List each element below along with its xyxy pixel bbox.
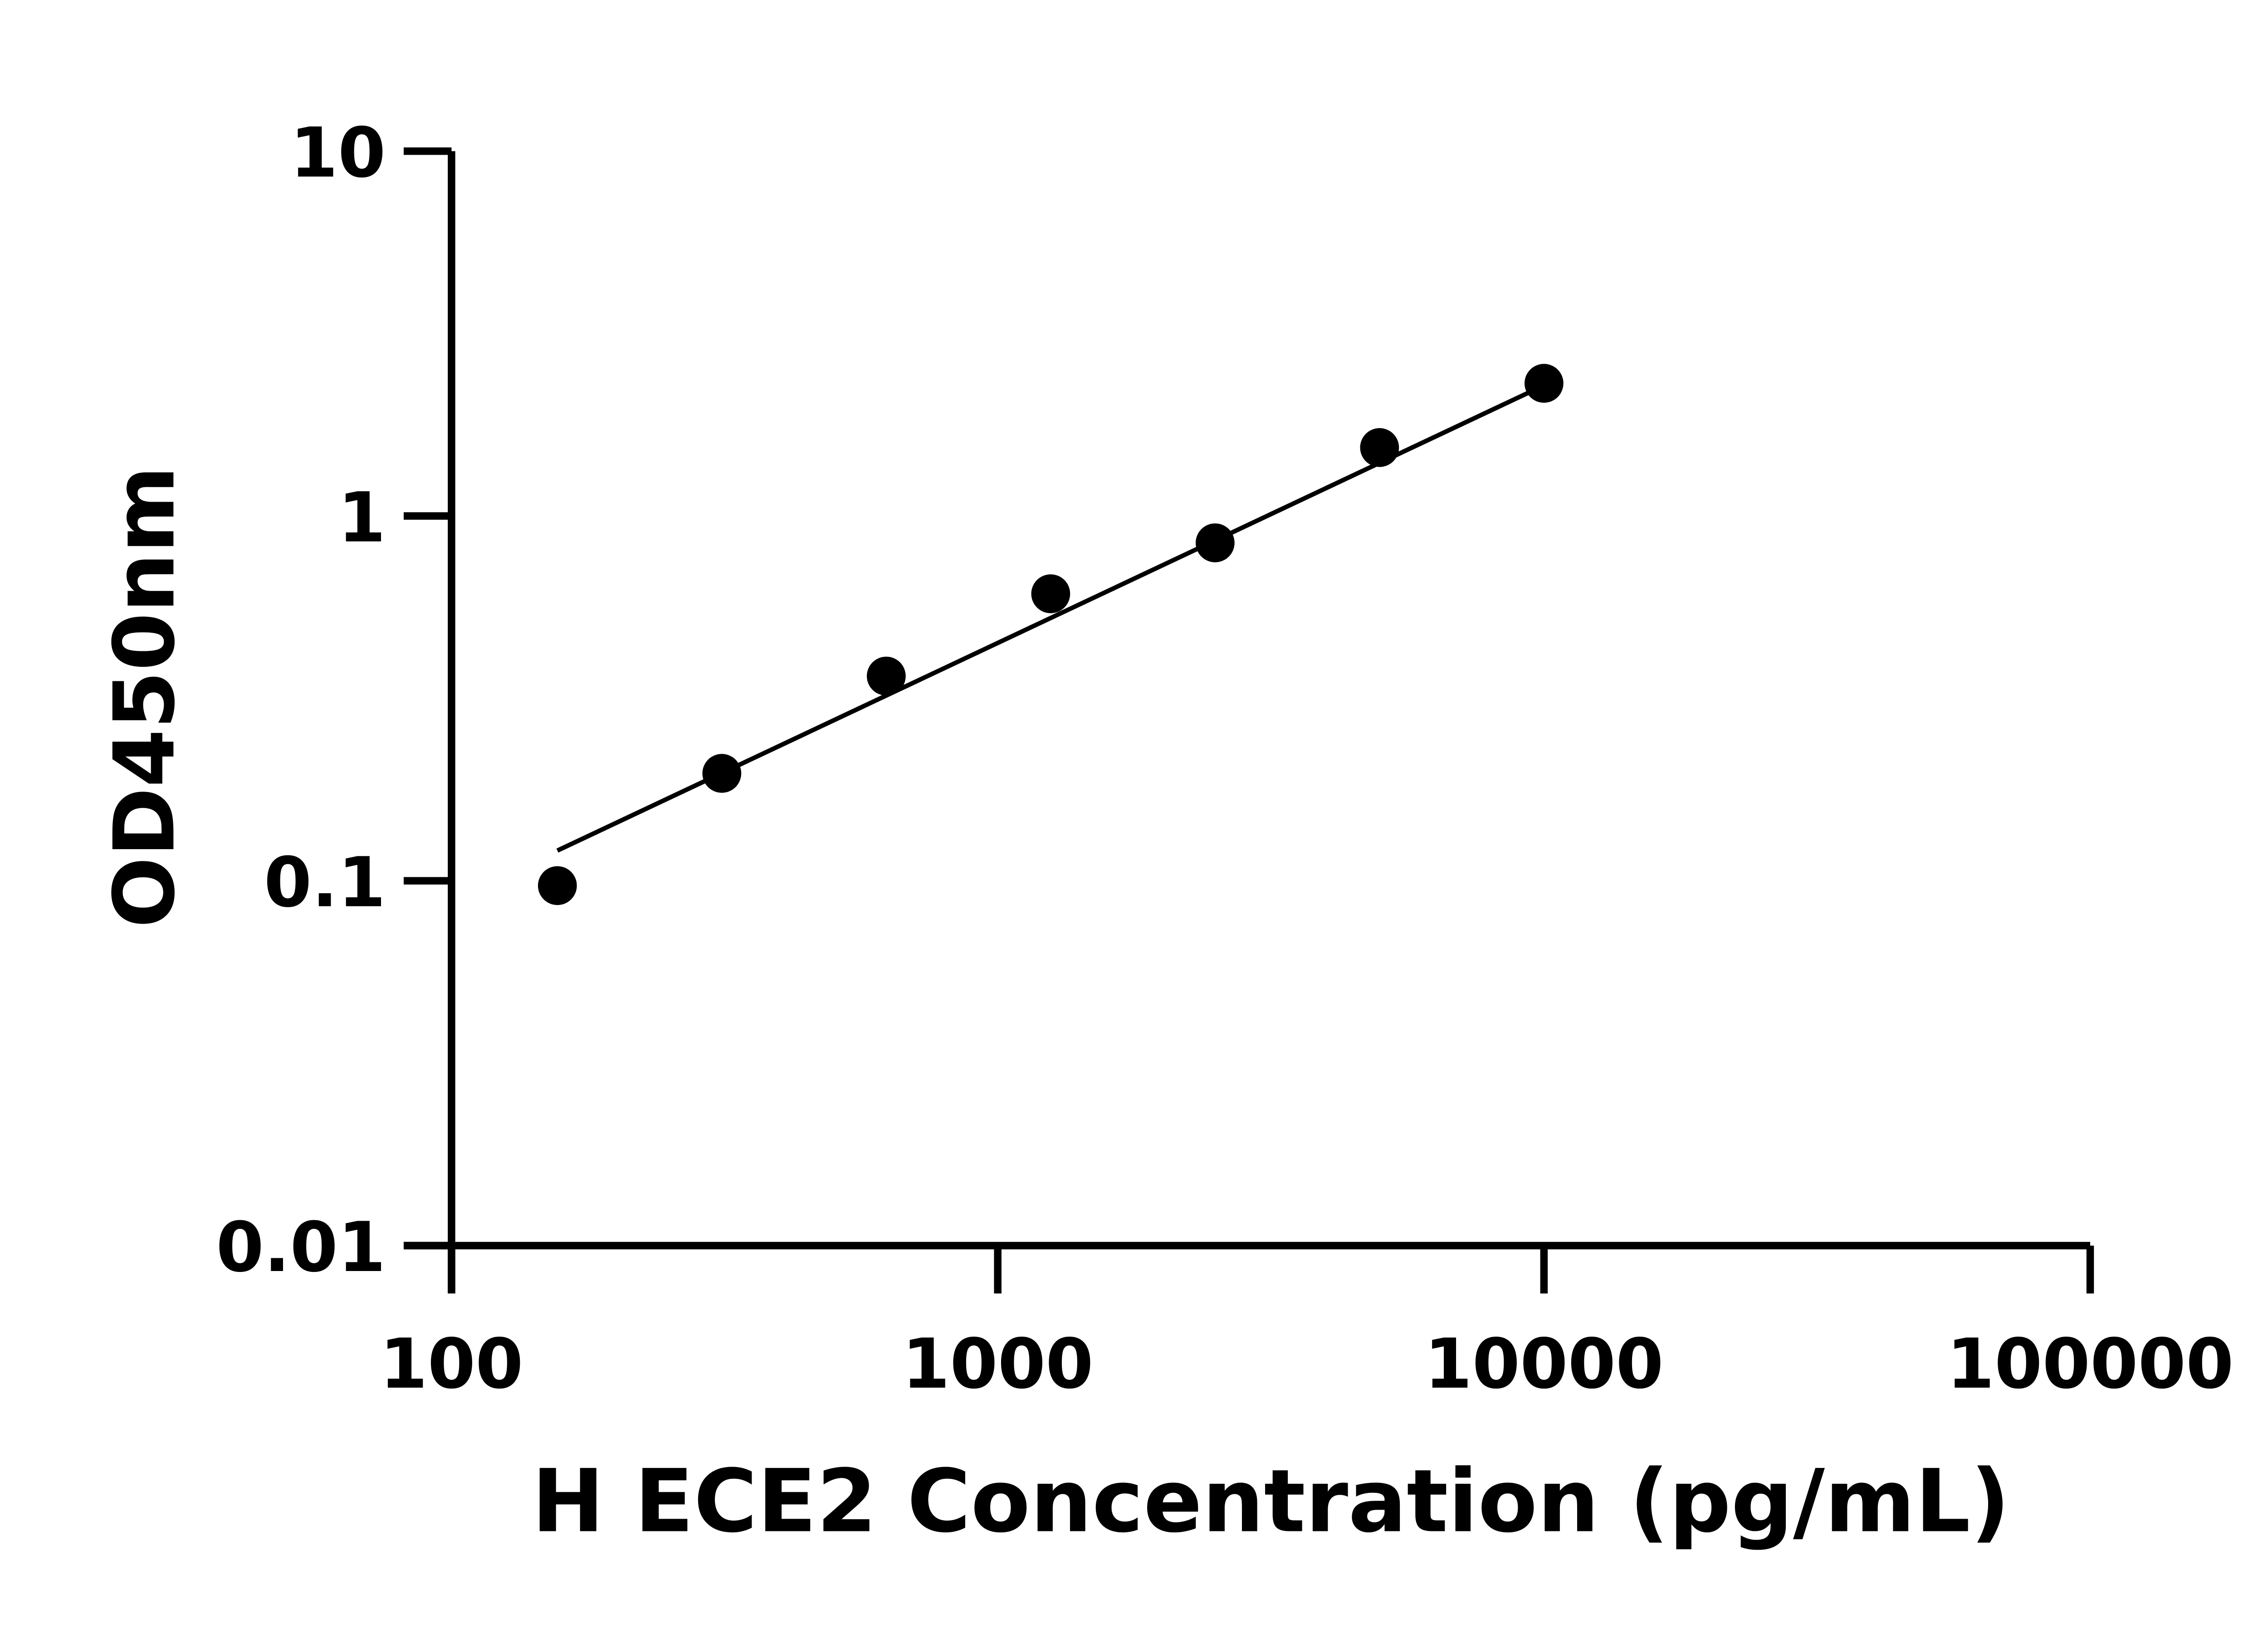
data-point	[538, 866, 577, 905]
y-tick-label: 0.1	[264, 842, 386, 923]
data-point	[1195, 523, 1235, 562]
x-tick-label: 1000	[902, 1324, 1094, 1404]
x-tick-label: 100000	[1947, 1324, 2234, 1404]
data-point	[1360, 428, 1399, 467]
ticks: 100 1000 10000 100000 0.01 0.1 1 10	[216, 112, 2234, 1404]
x-tick-label: 10000	[1424, 1324, 1663, 1404]
y-axis-label: OD450nm	[96, 466, 193, 928]
axes	[403, 151, 2091, 1294]
data-points	[538, 364, 1564, 905]
data-point	[1524, 364, 1564, 403]
y-tick-label: 0.01	[216, 1207, 386, 1287]
data-point	[1031, 574, 1070, 613]
y-tick-label: 10	[290, 112, 386, 193]
y-tick-label: 1	[338, 478, 386, 558]
x-tick-label: 100	[380, 1324, 523, 1404]
data-point	[866, 656, 906, 696]
data-point	[702, 754, 742, 793]
x-axis-label: H ECE2 Concentration (pg/mL)	[532, 1452, 2010, 1552]
